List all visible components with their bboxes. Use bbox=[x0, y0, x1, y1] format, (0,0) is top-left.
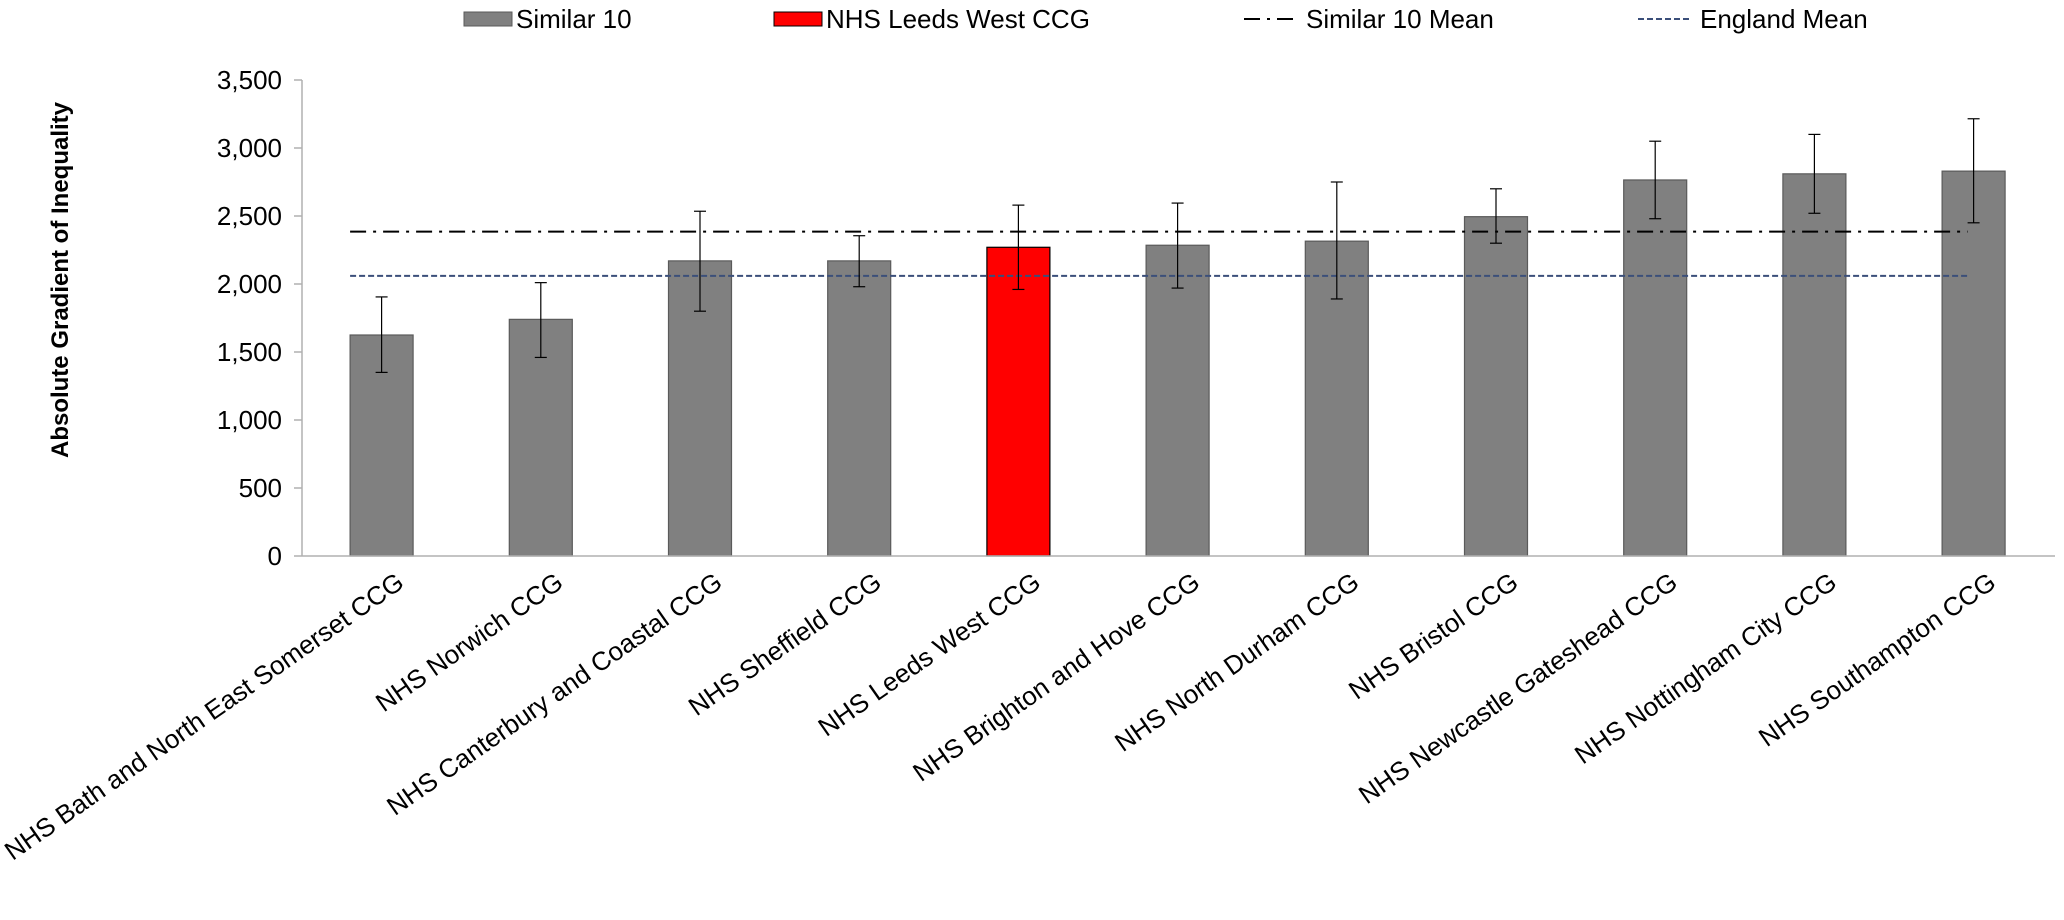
y-tick-label: 1,500 bbox=[217, 337, 282, 367]
bar bbox=[508, 318, 573, 557]
x-axis: NHS Bath and North East Somerset CCGNHS … bbox=[0, 555, 2055, 866]
legend-swatch bbox=[773, 11, 823, 27]
reference-lines bbox=[350, 230, 1968, 277]
error-bar bbox=[1171, 202, 1184, 289]
x-tick-label: NHS Nottingham City CCG bbox=[1569, 566, 1842, 770]
x-tick-label: NHS Brighton and Hove CCG bbox=[907, 566, 1205, 787]
legend-swatch bbox=[463, 11, 513, 27]
error-bar bbox=[1967, 118, 1980, 224]
legend-item: Similar 10 bbox=[463, 4, 632, 34]
legend-label: England Mean bbox=[1700, 4, 1868, 34]
y-axis: 0 500 1,000 1,500 2,000 2,500 3,000 3,500 bbox=[217, 65, 303, 571]
x-tick-label: NHS Canterbury and Coastal CCG bbox=[381, 566, 727, 821]
bar bbox=[1782, 173, 1847, 557]
bar bbox=[1941, 170, 2006, 557]
legend-label: Similar 10 bbox=[516, 4, 632, 34]
error-bar bbox=[694, 210, 706, 312]
error-bar bbox=[534, 282, 547, 359]
error-bar bbox=[1330, 181, 1343, 300]
legend-item: England Mean bbox=[1638, 4, 1868, 34]
bar bbox=[1623, 179, 1688, 557]
error-bar bbox=[1649, 140, 1662, 220]
legend: Similar 10 NHS Leeds West CCG Similar 10 M… bbox=[463, 4, 1868, 34]
legend-item: Similar 10 Mean bbox=[1244, 4, 1494, 34]
x-tick-label: NHS Newcastle Gateshead CCG bbox=[1353, 566, 1683, 809]
bar bbox=[827, 260, 892, 557]
legend-item: NHS Leeds West CCG bbox=[773, 4, 1090, 34]
legend-label: Similar 10 Mean bbox=[1306, 4, 1494, 34]
legend-label: NHS Leeds West CCG bbox=[826, 4, 1090, 34]
y-tick-label: 2,000 bbox=[217, 269, 282, 299]
y-tick-label: 3,500 bbox=[217, 65, 282, 95]
bar bbox=[1145, 244, 1210, 557]
error-bar bbox=[1808, 133, 1821, 214]
y-tick-label: 500 bbox=[239, 473, 282, 503]
y-axis-label: Absolute Gradient of Inequality bbox=[47, 101, 74, 458]
error-bar bbox=[853, 235, 866, 288]
y-tick-label: 1,000 bbox=[217, 405, 282, 435]
y-tick-label: 3,000 bbox=[217, 133, 282, 163]
y-tick-label: 2,500 bbox=[217, 201, 282, 231]
error-bars bbox=[375, 118, 1980, 373]
y-tick-label: 0 bbox=[268, 541, 282, 571]
bar bbox=[1463, 216, 1529, 557]
error-bar bbox=[1012, 204, 1025, 291]
bar-highlight bbox=[986, 246, 1051, 557]
error-bar bbox=[375, 296, 388, 373]
error-bar bbox=[1490, 188, 1502, 244]
x-tick-label: NHS Bath and North East Somerset CCG bbox=[0, 566, 409, 866]
